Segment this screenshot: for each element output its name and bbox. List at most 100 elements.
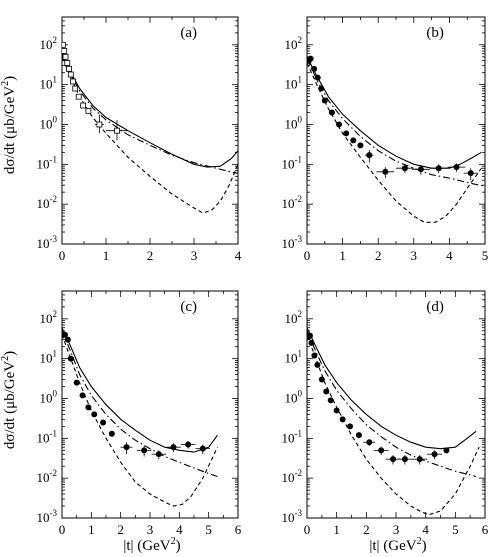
curve-dashed [307, 334, 480, 516]
x-tick-label: 5 [482, 248, 489, 263]
x-tick-label: 0 [59, 522, 66, 537]
y-tick-exponent: 1 [298, 349, 303, 359]
data-point [416, 456, 423, 463]
data-point [73, 379, 80, 386]
y-tick-exponent: -1 [50, 154, 58, 164]
y-tick-exponent: -1 [50, 428, 58, 438]
y-tick-label: 10-1 [282, 154, 303, 171]
data-point [96, 121, 103, 128]
x-tick-label: 4 [446, 248, 453, 263]
x-tick-label: 2 [375, 248, 382, 263]
data-point [66, 65, 72, 72]
xlabel-right: |t| (GeV2) [369, 536, 426, 554]
data-point [308, 339, 315, 346]
y-tick-exponent: 1 [53, 349, 58, 359]
curve-dashed [307, 62, 482, 223]
x-tick-label: 1 [88, 522, 95, 537]
plot-area [62, 327, 218, 507]
y-tick-label: 102 [285, 309, 303, 326]
y-tick-exponent: 0 [53, 389, 58, 399]
y-tick-exponent: -3 [295, 508, 303, 518]
y-tick-exponent: -2 [50, 194, 58, 204]
y-tick-label: 10-2 [37, 468, 58, 485]
data-point [114, 127, 120, 134]
data-point [85, 404, 92, 411]
curve-solid [307, 327, 477, 450]
data-point [64, 60, 71, 66]
y-tick-label: 10-3 [282, 508, 303, 525]
xlabel-left: |t| (GeV2) [123, 536, 180, 554]
y-tick-label: 100 [40, 115, 58, 132]
curve-dashed [62, 56, 238, 214]
data-point [311, 65, 318, 72]
data-point [401, 456, 408, 463]
data-point [417, 166, 424, 173]
y-tick-label: 102 [40, 309, 58, 326]
data-point [170, 444, 177, 451]
data-point [431, 451, 438, 458]
curve-dashdot [62, 330, 218, 478]
x-tick-label: 2 [117, 522, 124, 537]
y-tick-exponent: -2 [295, 468, 303, 478]
data-point [199, 445, 206, 452]
y-tick-exponent: 2 [298, 35, 303, 45]
plot-area [307, 327, 480, 516]
panel-label: (c) [180, 299, 197, 315]
curve-dashed [62, 334, 218, 507]
data-point [307, 332, 313, 339]
y-tick-label: 10-1 [37, 428, 58, 445]
plot-frame [306, 16, 486, 245]
y-tick-label: 10-3 [282, 234, 303, 251]
data-point [328, 109, 335, 116]
y-tick-label: 101 [285, 75, 303, 92]
y-tick-label: 10-1 [282, 428, 303, 445]
x-tick-label: 3 [393, 522, 400, 537]
data-point [311, 352, 318, 359]
x-tick-label: 2 [147, 248, 154, 263]
y-tick-label: 100 [285, 115, 303, 132]
y-tick-exponent: 2 [53, 309, 58, 319]
y-tick-label: 102 [40, 35, 58, 52]
y-tick-label: 101 [285, 349, 303, 366]
x-tick-label: 3 [411, 248, 418, 263]
panel-label: (a) [180, 25, 197, 41]
curve-solid [62, 327, 218, 453]
data-point [401, 165, 408, 172]
plot-area [62, 41, 238, 214]
ylabel-top: dσ/dt (μb/GeV2) [0, 76, 18, 174]
data-point [333, 407, 340, 414]
x-tick-label: 0 [304, 522, 311, 537]
data-point [378, 447, 385, 454]
plot-area [307, 55, 485, 223]
data-point [155, 451, 162, 458]
y-tick-label: 101 [40, 349, 58, 366]
data-point [85, 107, 92, 114]
data-point [366, 439, 373, 446]
data-point [347, 423, 354, 430]
y-tick-exponent: 0 [298, 389, 303, 399]
y-tick-label: 10-1 [37, 154, 58, 171]
plot-frame [306, 290, 486, 519]
data-point [339, 416, 346, 423]
x-tick-label: 3 [147, 522, 154, 537]
y-tick-exponent: 2 [53, 35, 58, 45]
data-point [70, 78, 76, 85]
data-point [100, 419, 107, 426]
y-tick-label: 10-2 [37, 194, 58, 211]
data-point [453, 164, 460, 171]
x-tick-label: 4 [235, 248, 242, 263]
x-tick-label: 1 [103, 248, 110, 263]
data-point [382, 168, 389, 175]
x-tick-label: 4 [422, 522, 429, 537]
data-point [62, 331, 68, 338]
data-point [72, 85, 79, 92]
data-point [323, 388, 330, 395]
y-tick-label: 100 [285, 389, 303, 406]
y-tick-exponent: 0 [53, 115, 58, 125]
data-point [141, 447, 148, 454]
y-tick-exponent: -2 [295, 194, 303, 204]
